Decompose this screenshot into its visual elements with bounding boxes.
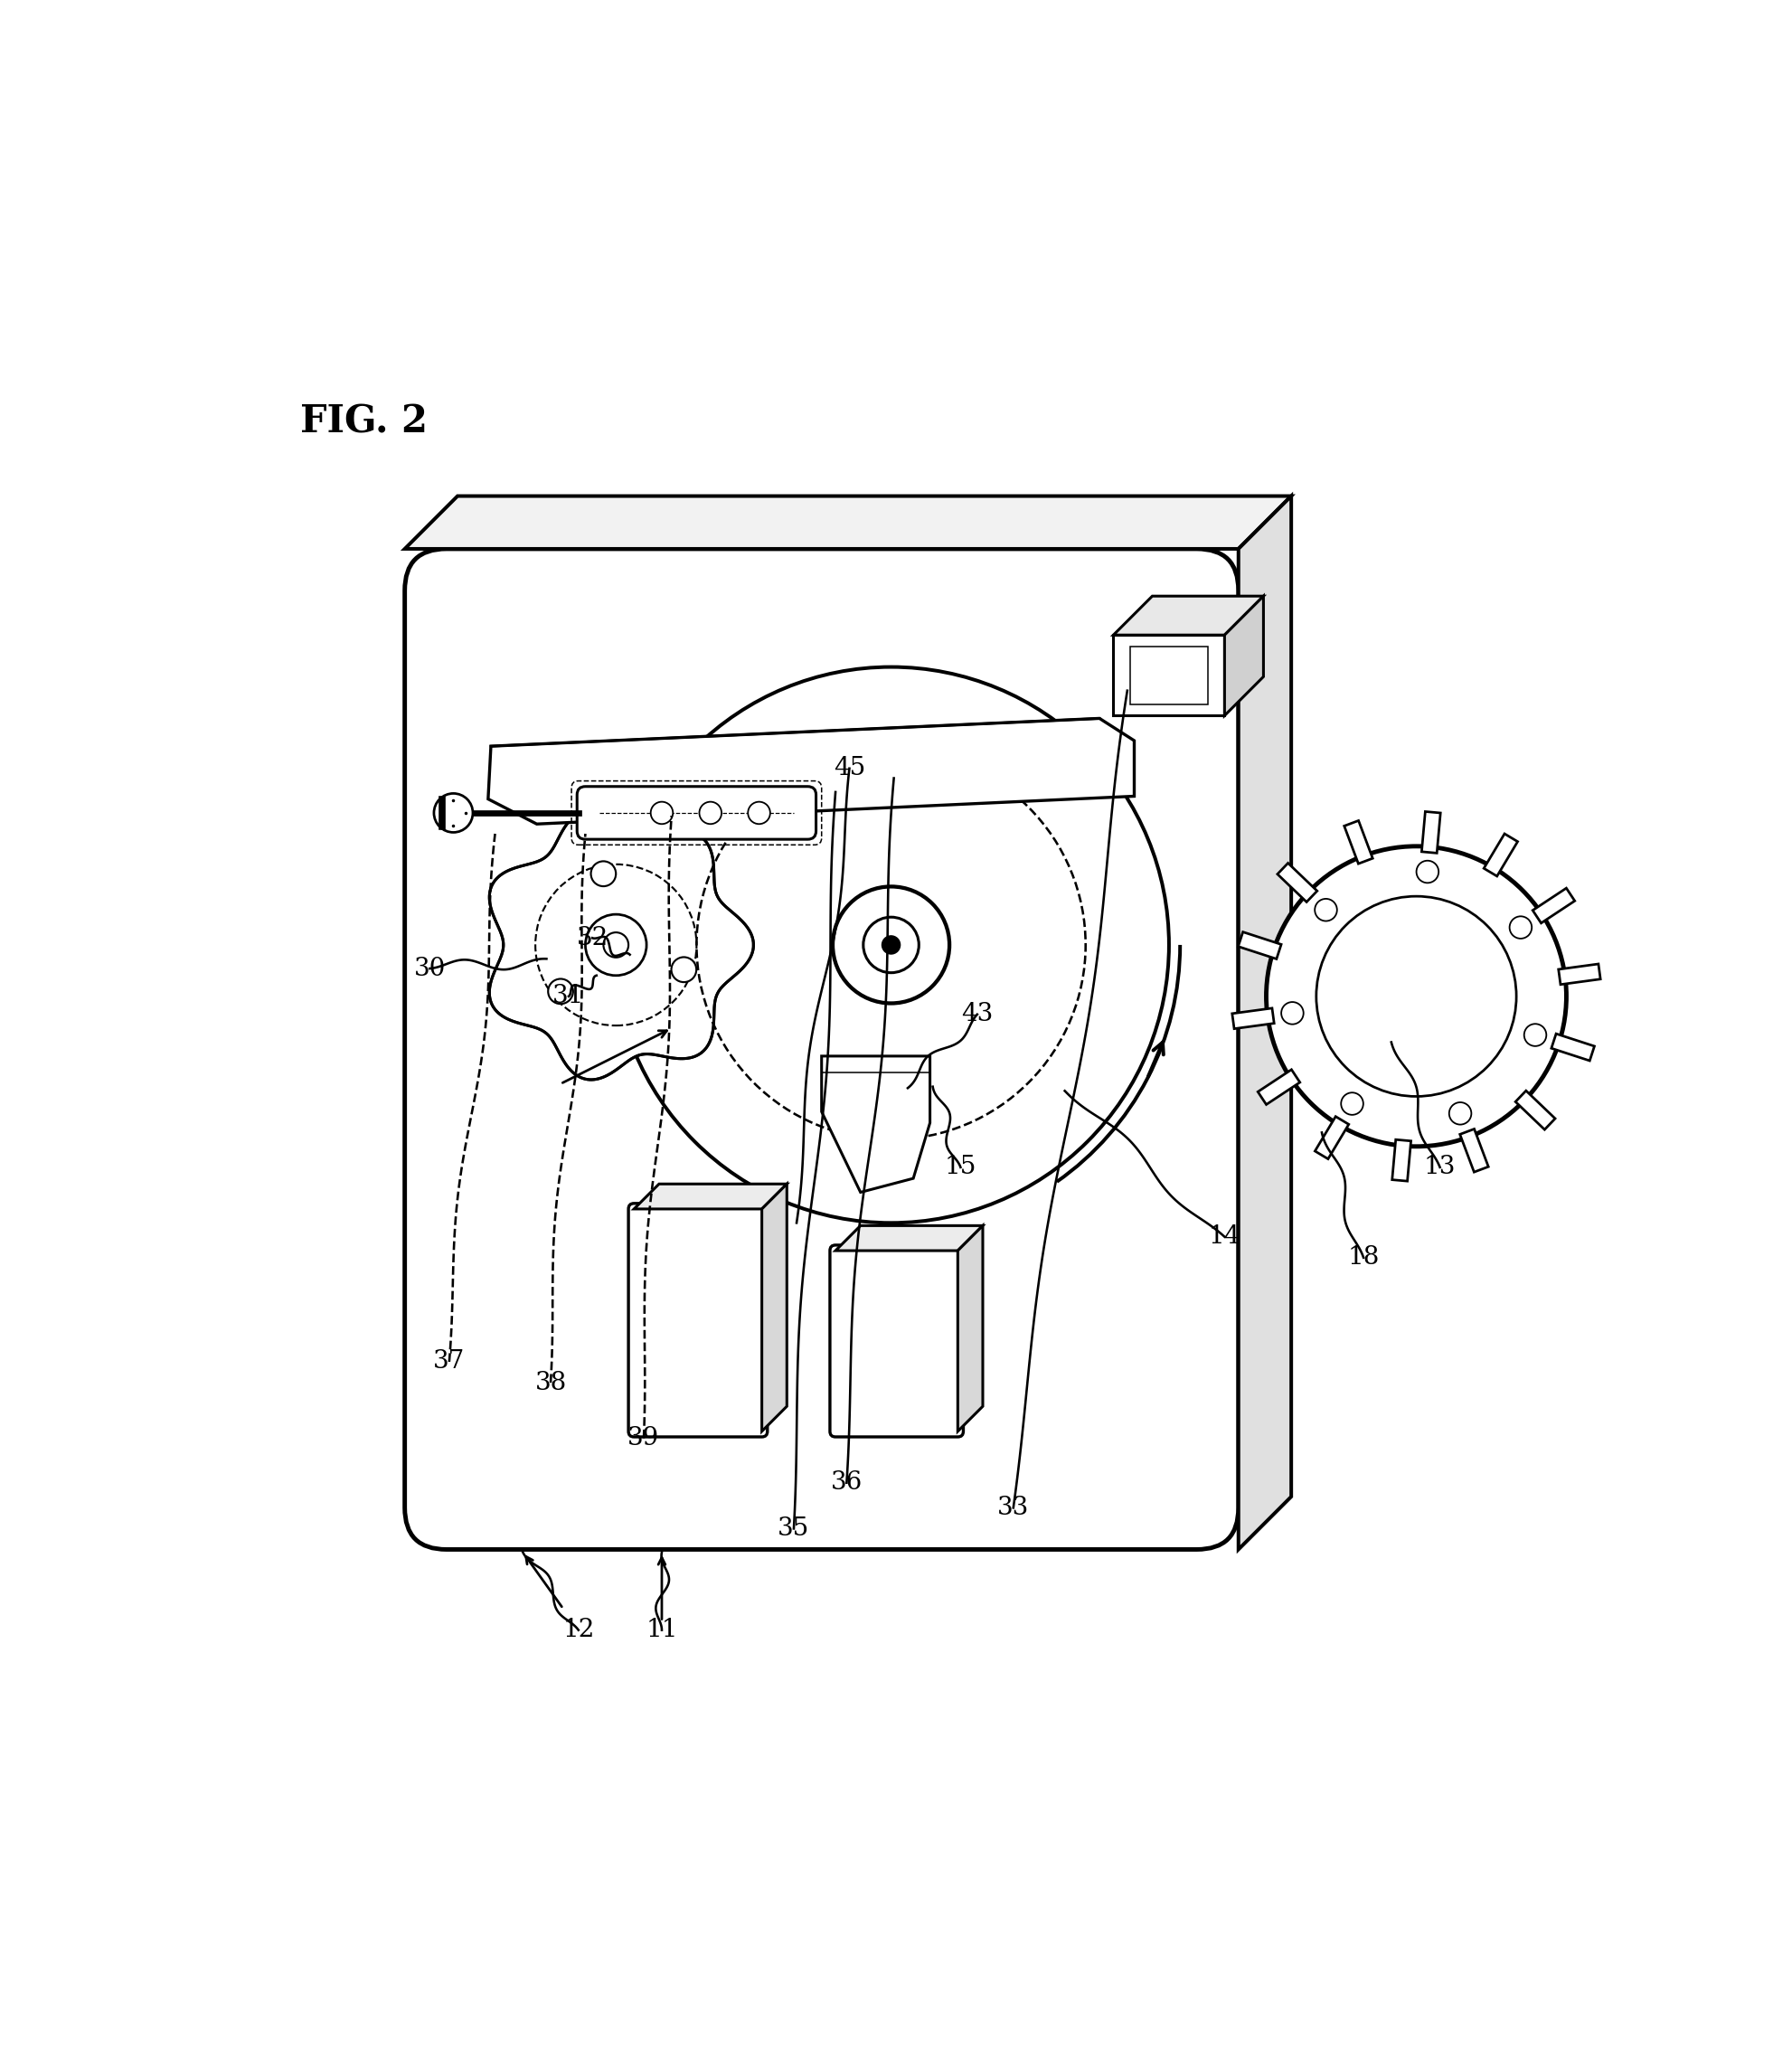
Text: 33: 33 bbox=[996, 1496, 1029, 1519]
Text: 13: 13 bbox=[1423, 1154, 1455, 1179]
Circle shape bbox=[548, 978, 573, 1004]
Text: 15: 15 bbox=[944, 1154, 977, 1179]
Text: FIG. 2: FIG. 2 bbox=[301, 404, 428, 441]
Polygon shape bbox=[1113, 597, 1263, 636]
Circle shape bbox=[1340, 1093, 1362, 1115]
Circle shape bbox=[591, 861, 616, 886]
FancyBboxPatch shape bbox=[830, 1244, 962, 1437]
Polygon shape bbox=[1532, 888, 1573, 922]
Circle shape bbox=[1523, 1023, 1545, 1046]
Circle shape bbox=[699, 802, 720, 824]
Polygon shape bbox=[1550, 1033, 1593, 1060]
Polygon shape bbox=[821, 1056, 930, 1193]
Text: 12: 12 bbox=[563, 1617, 595, 1642]
FancyBboxPatch shape bbox=[405, 549, 1238, 1550]
Text: 14: 14 bbox=[1208, 1224, 1240, 1248]
Circle shape bbox=[1509, 916, 1530, 939]
Circle shape bbox=[747, 802, 771, 824]
Polygon shape bbox=[1258, 1070, 1299, 1105]
Circle shape bbox=[831, 886, 950, 1002]
Polygon shape bbox=[487, 717, 1134, 824]
Text: 36: 36 bbox=[830, 1470, 862, 1494]
Polygon shape bbox=[489, 810, 753, 1080]
Circle shape bbox=[882, 935, 900, 955]
Polygon shape bbox=[835, 1226, 982, 1250]
Circle shape bbox=[1281, 1002, 1303, 1025]
Circle shape bbox=[1265, 847, 1566, 1146]
Text: 43: 43 bbox=[961, 1002, 993, 1027]
Circle shape bbox=[584, 914, 647, 976]
Text: 38: 38 bbox=[534, 1371, 566, 1394]
Polygon shape bbox=[957, 1226, 982, 1431]
Text: 11: 11 bbox=[645, 1617, 677, 1642]
Polygon shape bbox=[1224, 597, 1263, 715]
Circle shape bbox=[434, 793, 473, 832]
Circle shape bbox=[864, 916, 918, 972]
Polygon shape bbox=[1314, 1117, 1348, 1158]
Polygon shape bbox=[1459, 1130, 1487, 1173]
Text: 32: 32 bbox=[575, 927, 607, 951]
Circle shape bbox=[650, 802, 672, 824]
Text: 39: 39 bbox=[627, 1427, 659, 1451]
Text: 18: 18 bbox=[1348, 1246, 1378, 1269]
Polygon shape bbox=[1421, 812, 1439, 853]
FancyBboxPatch shape bbox=[629, 1203, 767, 1437]
Polygon shape bbox=[634, 1185, 787, 1209]
Text: 37: 37 bbox=[434, 1349, 464, 1374]
Bar bbox=[1113, 636, 1224, 715]
Text: 45: 45 bbox=[833, 756, 866, 781]
Circle shape bbox=[1314, 898, 1337, 920]
Polygon shape bbox=[1484, 834, 1516, 875]
Text: 31: 31 bbox=[552, 984, 584, 1009]
Polygon shape bbox=[1238, 496, 1290, 1550]
Bar bbox=[1129, 646, 1208, 705]
Polygon shape bbox=[1231, 1009, 1274, 1029]
Polygon shape bbox=[1278, 863, 1317, 902]
Circle shape bbox=[613, 666, 1168, 1224]
Circle shape bbox=[1448, 1103, 1471, 1125]
Polygon shape bbox=[1391, 1140, 1410, 1181]
Text: 35: 35 bbox=[778, 1517, 810, 1542]
Polygon shape bbox=[405, 496, 1290, 549]
FancyBboxPatch shape bbox=[577, 787, 815, 838]
Circle shape bbox=[670, 957, 695, 982]
Polygon shape bbox=[762, 1185, 787, 1431]
Circle shape bbox=[604, 933, 629, 957]
Polygon shape bbox=[1238, 933, 1281, 959]
Text: 30: 30 bbox=[414, 957, 446, 980]
Circle shape bbox=[1416, 861, 1437, 884]
Polygon shape bbox=[1557, 964, 1600, 984]
Polygon shape bbox=[1344, 820, 1373, 863]
Polygon shape bbox=[1514, 1091, 1554, 1130]
